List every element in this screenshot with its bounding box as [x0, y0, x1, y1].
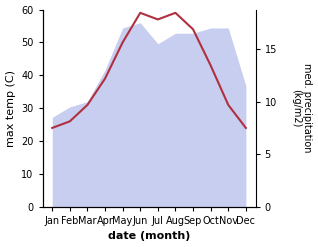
X-axis label: date (month): date (month)	[108, 231, 190, 242]
Y-axis label: max temp (C): max temp (C)	[5, 70, 16, 147]
Y-axis label: med. precipitation
(kg/m2): med. precipitation (kg/m2)	[291, 63, 313, 153]
